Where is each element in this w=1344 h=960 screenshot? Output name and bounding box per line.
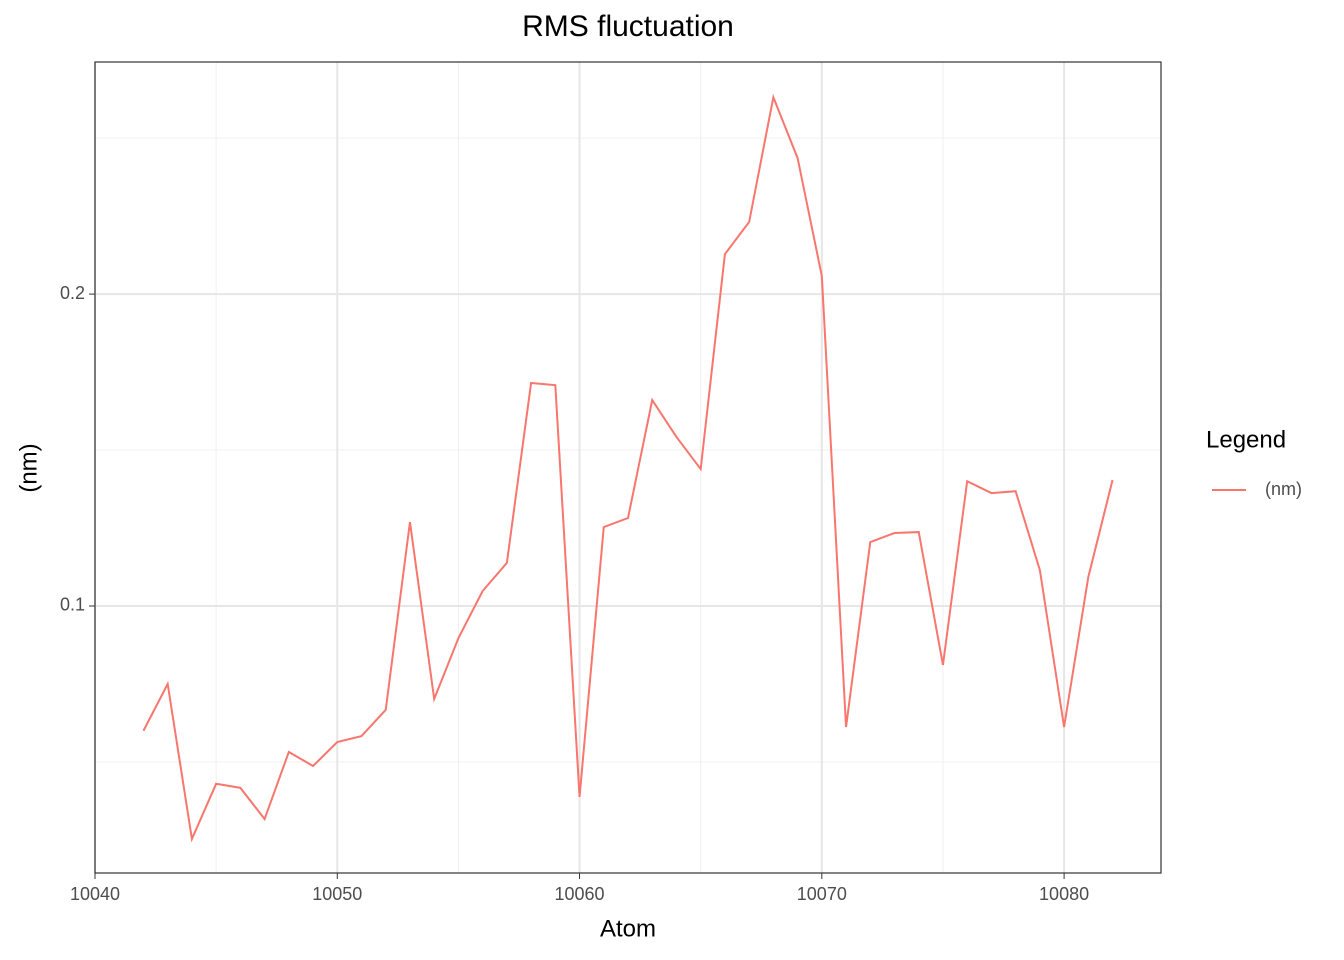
plot-border (94, 61, 1162, 874)
y-axis-label: (nm) (15, 443, 42, 492)
y-tick-label: 0.2 (60, 283, 85, 303)
x-tick-label: 10040 (70, 884, 120, 904)
chart-title: RMS fluctuation (522, 10, 734, 43)
x-axis-label: Atom (600, 915, 656, 942)
x-tick-label: 10080 (1039, 884, 1089, 904)
legend-label: (nm) (1265, 479, 1302, 499)
data-line (142, 93, 1114, 843)
y-tick-label: 0.1 (60, 595, 85, 615)
x-tick-label: 10050 (312, 884, 362, 904)
x-tick-label: 10070 (797, 884, 847, 904)
legend-title: Legend (1206, 426, 1286, 453)
x-tick-label: 10060 (555, 884, 605, 904)
